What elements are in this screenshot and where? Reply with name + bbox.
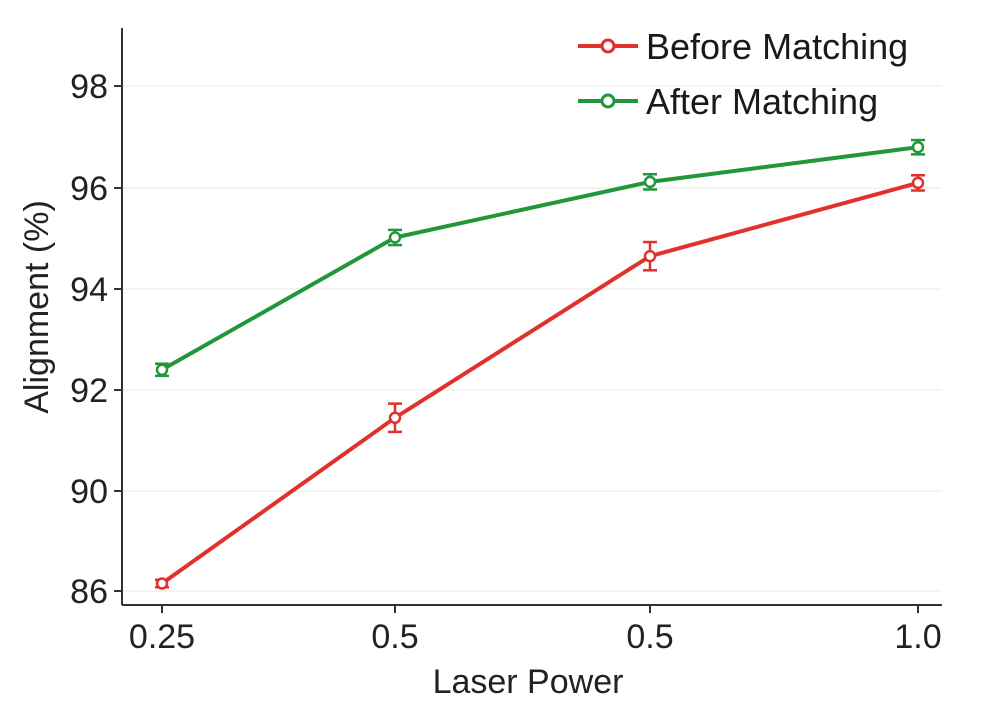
y-tick-label-92: 92: [70, 372, 108, 410]
legend-label-after-matching: After Matching: [646, 81, 878, 122]
y-tick-label-98: 98: [70, 68, 108, 106]
series-line-before-matching: [160, 180, 919, 586]
data-point-after-matching-3: [911, 140, 925, 154]
gridlines: [122, 85, 942, 592]
legend: Before Matching After Matching: [578, 26, 908, 122]
x-axis-title: Laser Power: [433, 663, 624, 701]
y-tick-label-96: 96: [70, 170, 108, 208]
y-axis-title: Alignment (%): [18, 200, 56, 414]
y-tick-label-94: 94: [70, 271, 108, 309]
data-point-before-matching-1: [388, 411, 402, 425]
legend-marker-before-matching: [600, 38, 616, 54]
data-point-after-matching-1: [388, 231, 402, 244]
data-point-after-matching-0: [155, 363, 169, 377]
data-point-after-matching-2: [643, 175, 657, 189]
x-axis-ticks: 0.25 0.5 0.5 1.0: [129, 605, 942, 656]
x-tick-label-2: 0.5: [626, 618, 673, 656]
legend-label-before-matching: Before Matching: [646, 26, 908, 67]
data-point-before-matching-2: [643, 249, 657, 263]
x-tick-label-3: 1.0: [894, 618, 941, 656]
data-point-before-matching-3: [911, 176, 925, 190]
legend-marker-after-matching: [600, 93, 616, 109]
legend-item-before-matching: Before Matching: [578, 26, 908, 67]
y-axis-ticks: 86 90 92 94 96 98: [70, 68, 122, 611]
legend-item-after-matching: After Matching: [578, 81, 878, 122]
y-tick-label-90: 90: [70, 473, 108, 511]
y-tick-label-86: 86: [70, 573, 108, 611]
series-layer: [155, 138, 925, 590]
data-point-before-matching-0: [155, 577, 169, 590]
x-tick-label-0: 0.25: [129, 618, 195, 656]
series-line-after-matching: [161, 145, 919, 372]
x-tick-label-1: 0.5: [371, 618, 418, 656]
